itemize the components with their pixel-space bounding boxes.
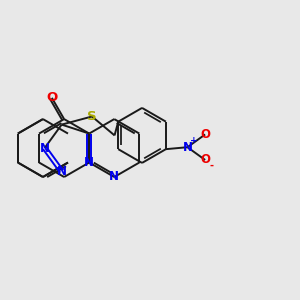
Text: -: - [209,161,214,171]
Text: O: O [200,128,210,141]
Text: N: N [84,156,94,169]
Text: O: O [46,91,58,104]
Text: O: O [200,154,210,166]
Text: N: N [109,170,119,184]
Text: S: S [87,110,97,123]
Text: N: N [182,141,193,154]
Text: N: N [40,142,50,154]
Text: N: N [57,165,67,178]
Text: +: + [190,136,198,145]
